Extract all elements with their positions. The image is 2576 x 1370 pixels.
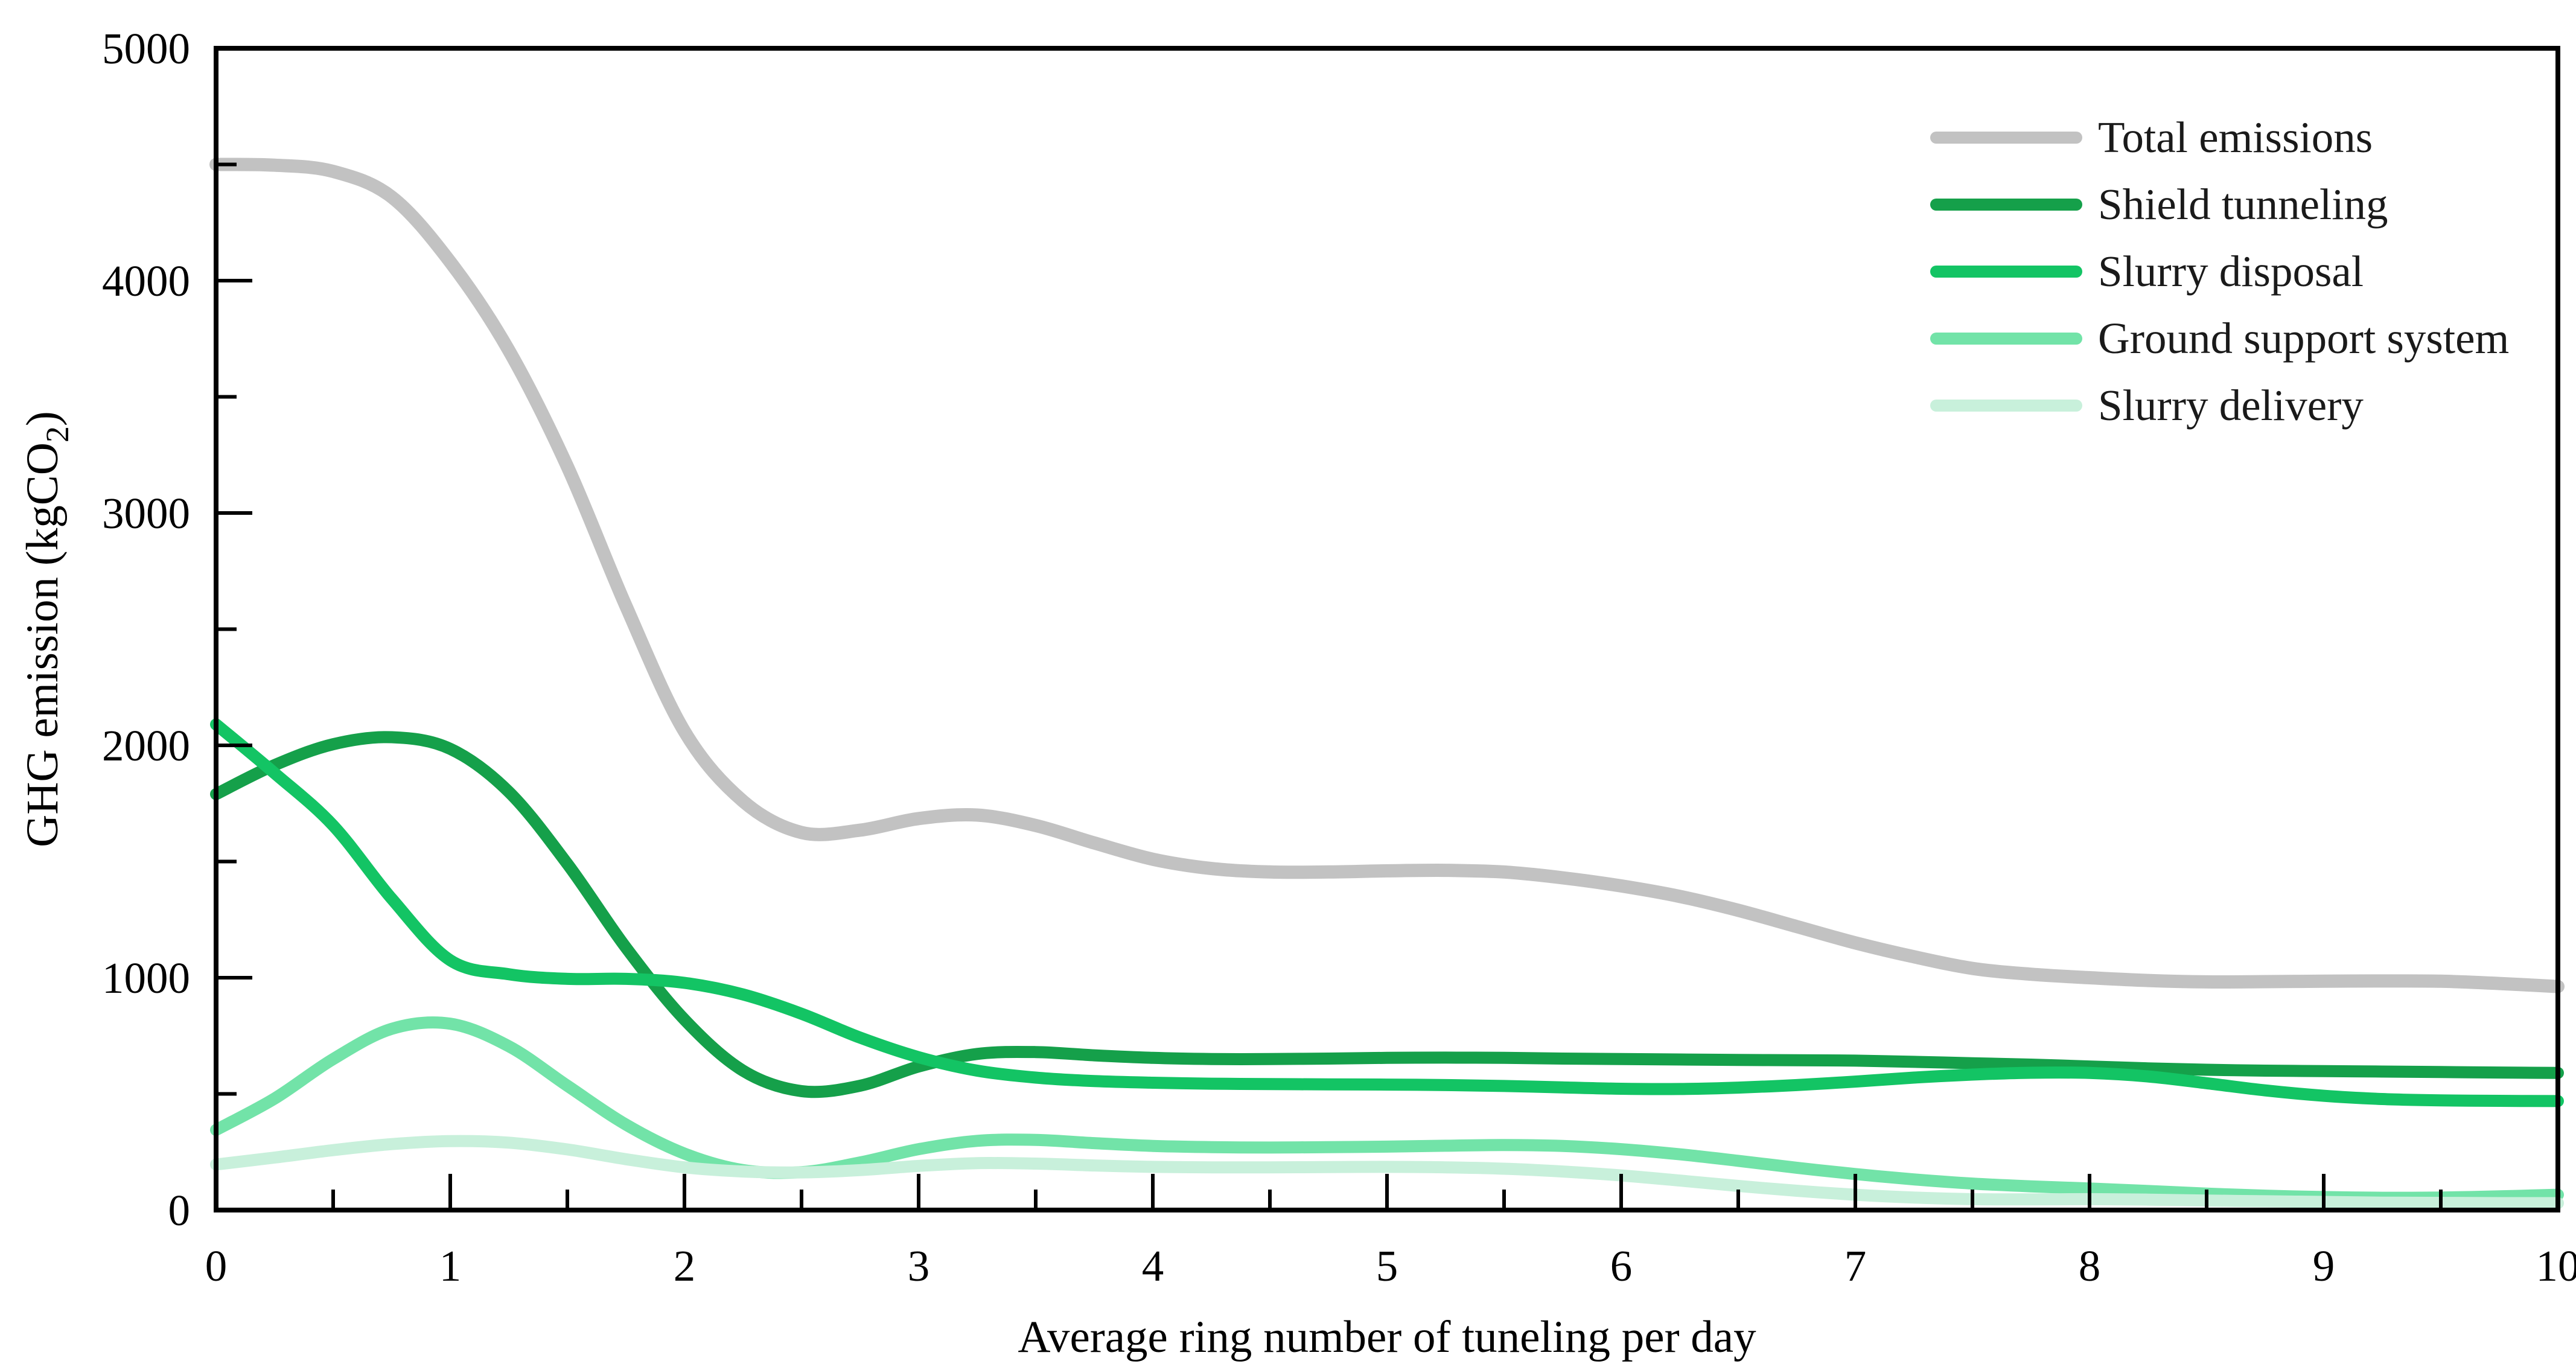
x-tick-label: 2 (674, 1241, 696, 1290)
legend-swatch-ground-support-system (1930, 332, 2082, 345)
x-tick-label: 7 (1844, 1241, 1867, 1290)
series-line-slurry-delivery (210, 1135, 2564, 1209)
x-axis-title: Average ring number of tuneling per day (1018, 1312, 1756, 1362)
legend-swatch-slurry-disposal (1930, 265, 2082, 278)
chart-legend: Total emissions Shield tunneling Slurry … (1930, 104, 2509, 439)
legend-item: Shield tunneling (1930, 171, 2509, 238)
series-line-shield-tunneling (210, 731, 2564, 1098)
y-tick-label: 0 (168, 1186, 191, 1235)
x-tick-label: 9 (2313, 1241, 2335, 1290)
legend-label: Slurry delivery (2098, 381, 2364, 430)
legend-item: Ground support system (1930, 305, 2509, 372)
y-tick-label: 3000 (102, 489, 190, 538)
series-line-ground-support-system (210, 1016, 2564, 1204)
x-tick-label: 5 (1376, 1241, 1398, 1290)
y-tick-label: 5000 (102, 24, 190, 73)
legend-swatch-slurry-delivery (1930, 399, 2082, 412)
x-tick-label: 8 (2079, 1241, 2101, 1290)
legend-item: Total emissions (1930, 104, 2509, 171)
x-tick-label: 4 (1142, 1241, 1164, 1290)
y-tick-label: 2000 (102, 721, 190, 770)
y-tick-label: 1000 (102, 954, 190, 1002)
x-tick-label: 1 (439, 1241, 462, 1290)
y-tick-label: 4000 (102, 256, 190, 305)
series-line-total-emissions (209, 158, 2565, 993)
legend-label: Total emissions (2098, 113, 2373, 162)
axis-ticks (214, 46, 2560, 1212)
x-tick-label: 10 (2536, 1241, 2576, 1290)
tick-labels: 0 1 2 3 4 5 6 7 8 9 10 0 1000 2000 3000 4000 5000 (102, 24, 2576, 1290)
x-tick-label: 0 (205, 1241, 228, 1290)
series-line-slurry-disposal (210, 718, 2564, 1107)
legend-swatch-total-emissions (1930, 131, 2082, 144)
x-tick-label: 6 (1610, 1241, 1633, 1290)
legend-label: Shield tunneling (2098, 180, 2388, 229)
legend-label: Ground support system (2098, 314, 2510, 363)
legend-label: Slurry disposal (2098, 247, 2364, 296)
legend-item: Slurry disposal (1930, 238, 2509, 305)
x-tick-label: 3 (908, 1241, 930, 1290)
series-lines (209, 158, 2565, 1209)
legend-swatch-shield-tunneling (1930, 198, 2082, 211)
legend-item: Slurry delivery (1930, 372, 2509, 439)
y-axis-title: GHG emission (kgCO2) (18, 411, 75, 847)
